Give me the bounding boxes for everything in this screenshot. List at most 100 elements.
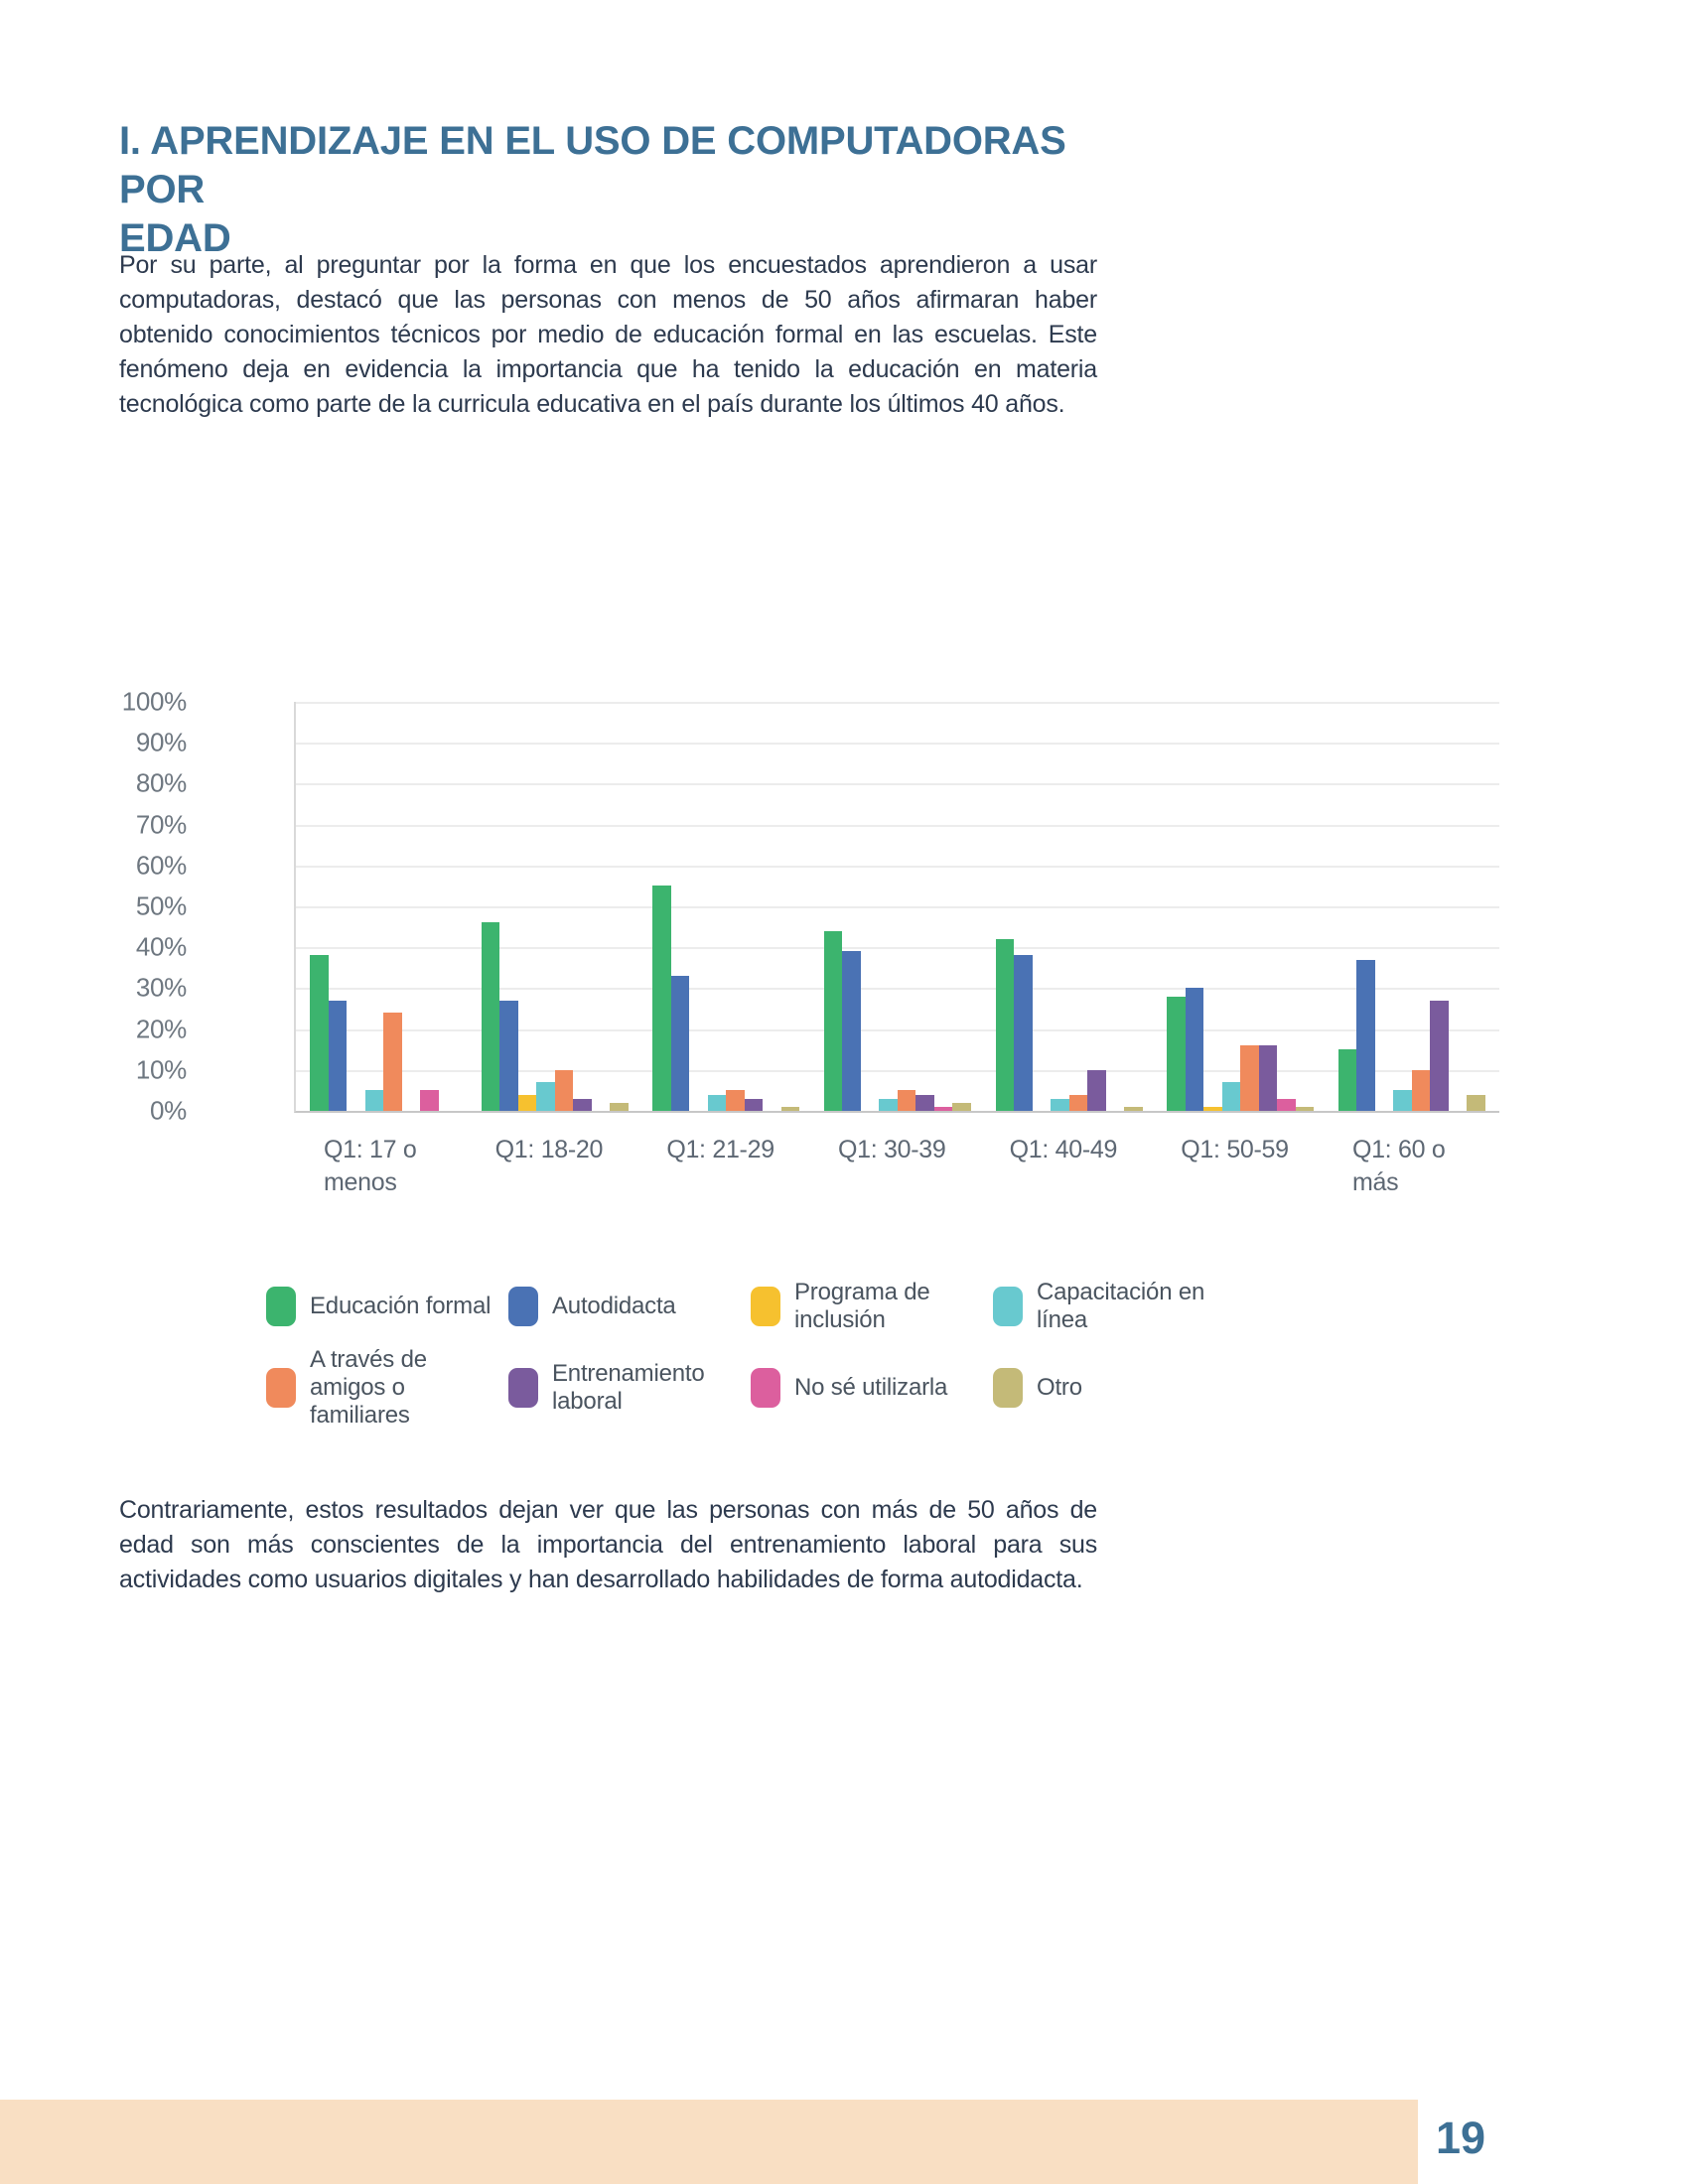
bar-group-2 [481, 702, 629, 1111]
y-axis-tick: 70% [135, 809, 187, 840]
bar [670, 976, 690, 1111]
x-axis-label: Q1: 40-49 [1009, 1136, 1118, 1163]
y-axis-tick: 50% [135, 890, 187, 921]
y-axis: 100% 90% 80% 70% 60% 50% 40% 30% 20% 10% 0% [60, 687, 188, 1126]
bar [1014, 955, 1033, 1111]
legend-swatch [266, 1368, 296, 1408]
plot-area [294, 702, 1499, 1113]
x-axis-label: Q1: 30-39 [837, 1136, 946, 1163]
legend-swatch [508, 1287, 538, 1326]
legend-swatch [993, 1368, 1023, 1408]
gridline [296, 702, 1499, 704]
bar [707, 1094, 727, 1111]
y-axis-tick: 90% [135, 727, 187, 757]
legend-label: No sé utilizarla [794, 1374, 948, 1401]
bar [1185, 988, 1204, 1111]
bar [897, 1090, 916, 1111]
bar [554, 1069, 574, 1111]
bars-container [296, 702, 1499, 1111]
bar [1295, 1106, 1315, 1111]
legend-swatch [266, 1287, 296, 1326]
y-axis-tick: 100% [121, 686, 188, 717]
bar [383, 1013, 402, 1111]
y-axis-tick: 0% [150, 1095, 187, 1126]
bar-group-1 [310, 702, 457, 1111]
bar [823, 930, 843, 1111]
bar [1430, 1000, 1449, 1111]
bar [364, 1090, 383, 1111]
x-axis-label: Q1: 18-20 [494, 1136, 604, 1163]
legend-item: No sé utilizarla [751, 1346, 993, 1430]
paragraph-conclusion: Contrariamente, estos resultados dejan v… [119, 1496, 1097, 1593]
legend-label: Programa de inclusión [794, 1279, 930, 1333]
legend-item: Capacitación en línea [993, 1279, 1235, 1334]
bar [1221, 1082, 1241, 1111]
gridline [296, 824, 1499, 827]
legend-item: Otro [993, 1346, 1235, 1430]
y-axis-tick: 60% [135, 850, 187, 881]
bar [328, 1000, 347, 1111]
bar [744, 1098, 764, 1111]
bar-group-6 [1167, 702, 1315, 1111]
gridline [296, 947, 1499, 950]
bar [1051, 1098, 1069, 1111]
bar [1087, 1069, 1106, 1111]
y-axis-tick: 30% [135, 972, 187, 1003]
gridline [296, 988, 1499, 991]
legend-item: Educación formal [266, 1279, 508, 1334]
gridline [296, 906, 1499, 908]
gridline [296, 783, 1499, 786]
bar [610, 1102, 629, 1111]
legend-item: Entrenamiento laboral [508, 1346, 751, 1430]
gridlines [296, 702, 1499, 1111]
x-axis-label: Q1: 60 o más [1351, 1136, 1446, 1196]
bar [842, 951, 861, 1111]
bar [933, 1106, 953, 1111]
bar [780, 1106, 800, 1111]
section-title: I. APRENDIZAJE EN EL USO DE COMPUTADORAS… [119, 119, 1066, 260]
bar [1467, 1094, 1485, 1111]
legend-label: A través de amigos o familiares [310, 1346, 427, 1429]
y-axis-tick: 10% [135, 1054, 187, 1085]
legend-swatch [751, 1287, 780, 1326]
bar [879, 1098, 898, 1111]
y-axis-tick: 20% [135, 1014, 187, 1044]
bar [1277, 1098, 1296, 1111]
legend-item: A través de amigos o familiares [266, 1346, 508, 1430]
gridline [296, 1028, 1499, 1031]
x-axis: Q1: 17 o menos Q1: 18-20 Q1: 21-29 Q1: 30-3… [294, 1134, 1497, 1199]
gridline [296, 1069, 1499, 1072]
bar [1068, 1094, 1088, 1111]
bar-group-7 [1337, 702, 1485, 1111]
bar [310, 955, 329, 1111]
footer-accent-bar [0, 2100, 1418, 2184]
bar-group-3 [652, 702, 800, 1111]
legend-item: Programa de inclusión [751, 1279, 993, 1334]
bar [499, 1000, 518, 1111]
bar [420, 1090, 439, 1111]
legend-swatch [993, 1287, 1023, 1326]
bar [726, 1090, 745, 1111]
bar [573, 1098, 592, 1111]
legend-swatch [751, 1368, 780, 1408]
bar [1356, 959, 1375, 1111]
y-axis-tick: 40% [135, 931, 187, 962]
gridline [296, 865, 1499, 868]
bar [536, 1082, 555, 1111]
bar [1167, 996, 1186, 1111]
legend-label: Entrenamiento laboral [552, 1360, 705, 1415]
gridline [296, 743, 1499, 746]
bar [995, 938, 1015, 1111]
bar [915, 1094, 934, 1111]
bar [1258, 1045, 1278, 1111]
legend-label: Educación formal [310, 1293, 492, 1319]
bar [652, 886, 671, 1111]
legend-label: Capacitación en línea [1037, 1279, 1205, 1333]
bar [952, 1102, 971, 1111]
y-axis-tick: 80% [135, 767, 187, 798]
x-axis-label: Q1: 17 o menos [324, 1136, 417, 1196]
legend-swatch [508, 1368, 538, 1408]
bar [1337, 1049, 1357, 1111]
bar-group-5 [995, 702, 1143, 1111]
